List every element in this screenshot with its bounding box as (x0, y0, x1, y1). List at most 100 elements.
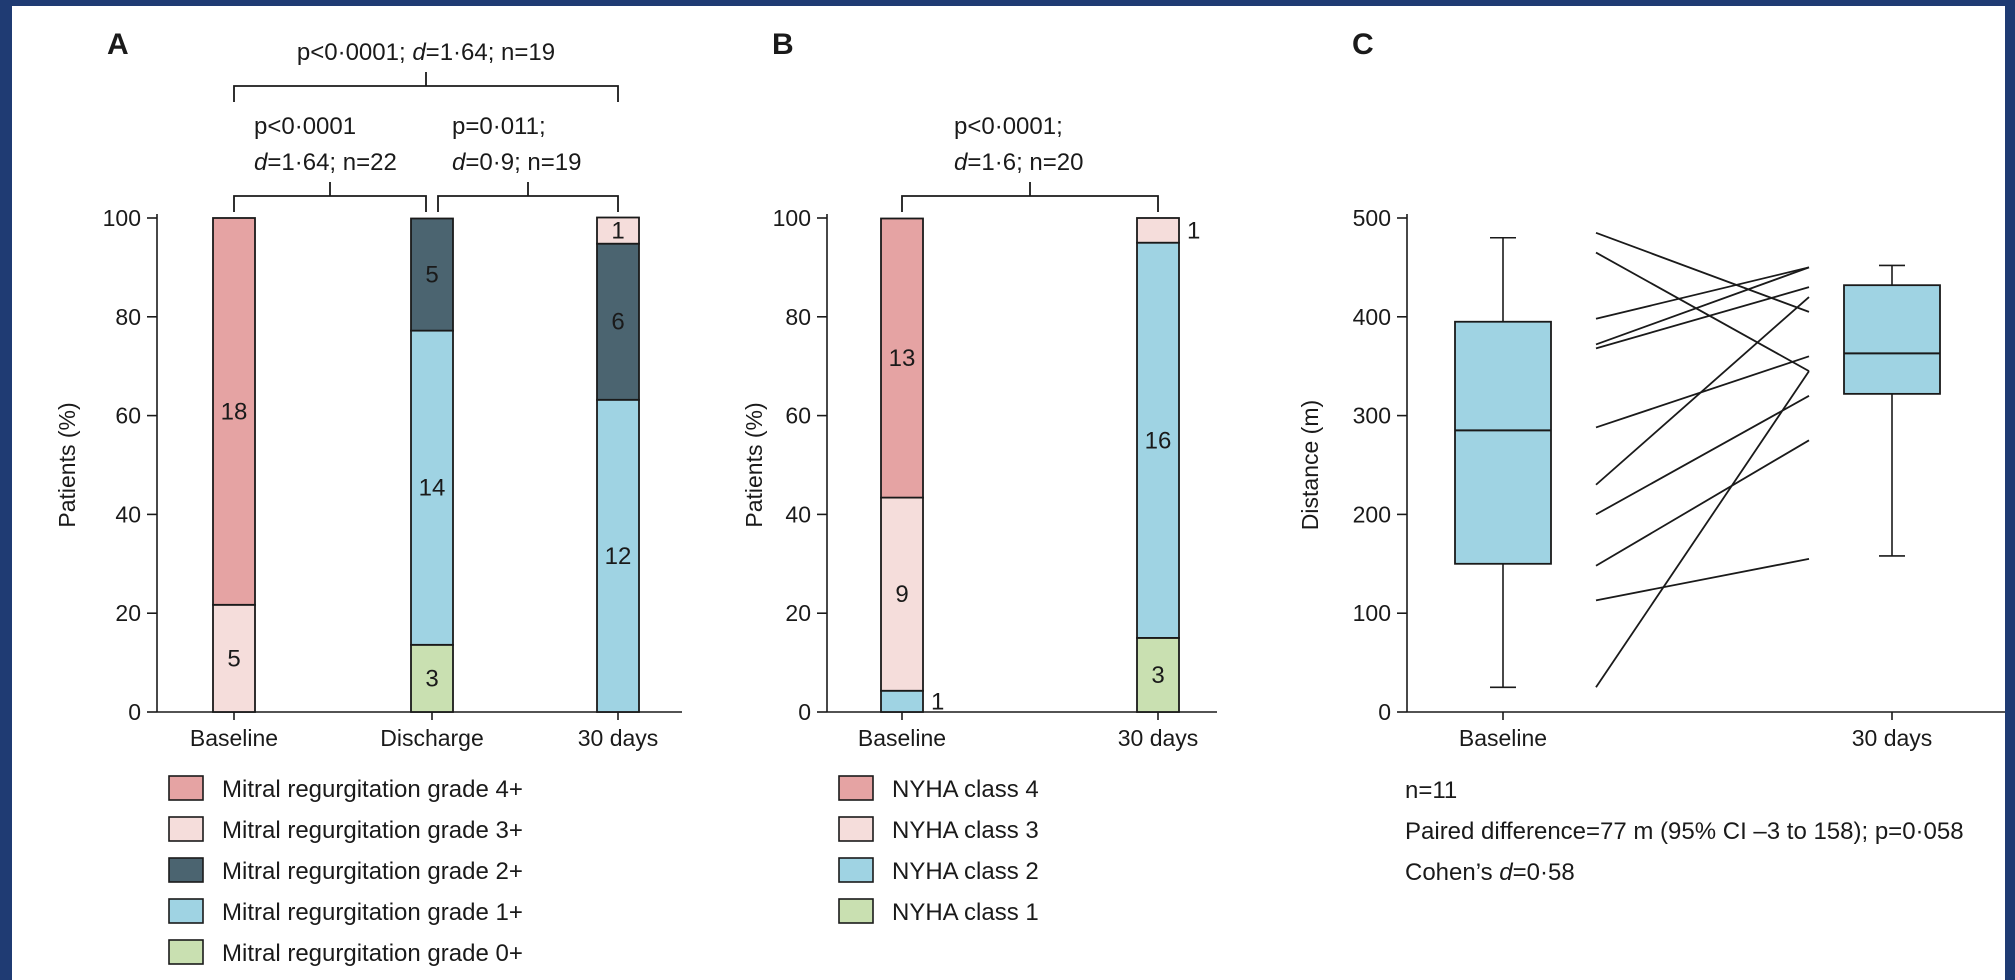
legend-label: Mitral regurgitation grade 1+ (222, 899, 523, 926)
stats-text: n=11 (1405, 777, 1457, 804)
data-label: 12 (605, 543, 632, 570)
paired-line (1595, 395, 1810, 516)
paired-line (1595, 231, 1810, 313)
data-label: 3 (425, 665, 438, 692)
y-axis-title: Patients (%) (741, 402, 767, 527)
figure-frame: A 0 20 40 60 80 100 Patients (%) Baseline Dischar… (12, 6, 2005, 980)
x-tick-label: 30 days (1852, 725, 1933, 751)
x-tick-label: Baseline (1459, 725, 1547, 751)
bar-segment (212, 217, 256, 606)
data-label: 5 (227, 645, 240, 672)
paired-line (1595, 296, 1810, 486)
bar-segment (410, 643, 454, 713)
bar-segment (596, 216, 640, 245)
bar-segment (212, 603, 256, 713)
data-label: 3 (1151, 662, 1164, 689)
data-label: 16 (1145, 427, 1172, 454)
legend-swatch (168, 816, 204, 842)
comparison-stat-text: p<0·0001; d=1·64; n=19 (297, 39, 555, 66)
paired-line (1595, 557, 1810, 602)
legend-swatch (168, 939, 204, 965)
legend-label: NYHA class 3 (892, 817, 1039, 844)
data-label: 18 (221, 398, 248, 425)
y-tick-label: 80 (785, 304, 811, 330)
data-label: 5 (425, 262, 438, 289)
box-iqr (1454, 320, 1552, 565)
x-tick-label: 30 days (1118, 725, 1199, 751)
significance-bracket (233, 195, 427, 212)
panel-b-label: B (772, 28, 794, 61)
y-tick-label: 100 (773, 205, 811, 231)
comparison-stat-text: p<0·0001; (954, 113, 1063, 140)
legend-swatch (838, 816, 874, 842)
comparison-stat-text: d=1·64; n=22 (254, 149, 397, 176)
y-tick-label: 20 (785, 600, 811, 626)
y-tick-label: 500 (1353, 205, 1391, 231)
bar-segment (1136, 217, 1180, 244)
y-tick-label: 300 (1353, 403, 1391, 429)
legend-label: NYHA class 2 (892, 858, 1039, 885)
y-tick-label: 200 (1353, 501, 1391, 527)
y-tick-label: 20 (115, 600, 141, 626)
legend-swatch (838, 898, 874, 924)
paired-line (1595, 266, 1810, 320)
comparison-stat-text: p=0·011; (452, 113, 546, 140)
stats-text: Paired difference=77 m (95% CI –3 to 158… (1405, 818, 1964, 845)
significance-bracket (437, 195, 619, 212)
legend-swatch (838, 857, 874, 883)
x-tick-label: Baseline (858, 725, 946, 751)
legend-swatch (168, 857, 204, 883)
data-label: 1 (611, 218, 624, 245)
box-iqr (1843, 284, 1941, 395)
legend-swatch (838, 775, 874, 801)
y-tick-label: 0 (128, 699, 141, 725)
bar-segment (1136, 241, 1180, 639)
comparison-stat-text: d=0·9; n=19 (452, 149, 581, 176)
panel-c-label: C (1352, 28, 1374, 61)
x-tick-label: Baseline (190, 725, 278, 751)
y-tick-label: 400 (1353, 304, 1391, 330)
significance-bracket (233, 85, 619, 102)
y-tick-label: 60 (115, 403, 141, 429)
stats-text: Cohen’s d=0·58 (1405, 859, 1575, 886)
x-tick-label: 30 days (578, 725, 659, 751)
paired-line (1595, 286, 1810, 350)
legend-label: Mitral regurgitation grade 2+ (222, 858, 523, 885)
data-label: 6 (611, 309, 624, 336)
y-tick-label: 0 (1378, 699, 1391, 725)
panel-a-label: A (107, 28, 129, 61)
legend-swatch (168, 775, 204, 801)
paired-line (1595, 370, 1810, 688)
data-label: 1 (1187, 217, 1200, 244)
legend-label: NYHA class 1 (892, 899, 1039, 926)
data-label: 14 (419, 475, 446, 502)
y-tick-label: 100 (103, 205, 141, 231)
data-label: 1 (931, 688, 944, 715)
y-tick-label: 40 (115, 501, 141, 527)
data-label: 9 (895, 581, 908, 608)
y-axis-title: Distance (m) (1297, 400, 1323, 530)
legend-label: Mitral regurgitation grade 3+ (222, 817, 523, 844)
y-tick-label: 60 (785, 403, 811, 429)
comparison-stat-text: d=1·6; n=20 (954, 149, 1083, 176)
y-axis-title: Patients (%) (54, 402, 80, 527)
bar-segment (880, 217, 924, 499)
x-tick-label: Discharge (380, 725, 484, 751)
legend-label: Mitral regurgitation grade 4+ (222, 776, 523, 803)
legend-label: NYHA class 4 (892, 776, 1039, 803)
bar-segment (880, 689, 924, 713)
y-tick-label: 40 (785, 501, 811, 527)
bar-segment (880, 496, 924, 692)
significance-bracket (901, 195, 1159, 212)
paired-line (1595, 251, 1810, 372)
bar-segment (410, 329, 454, 646)
comparison-stat-text: p<0·0001 (254, 113, 356, 140)
y-tick-label: 80 (115, 304, 141, 330)
legend-label: Mitral regurgitation grade 0+ (222, 940, 523, 967)
paired-line (1595, 266, 1810, 346)
y-tick-label: 0 (798, 699, 811, 725)
paired-line (1595, 439, 1810, 567)
legend-swatch (168, 898, 204, 924)
y-tick-label: 100 (1353, 600, 1391, 626)
